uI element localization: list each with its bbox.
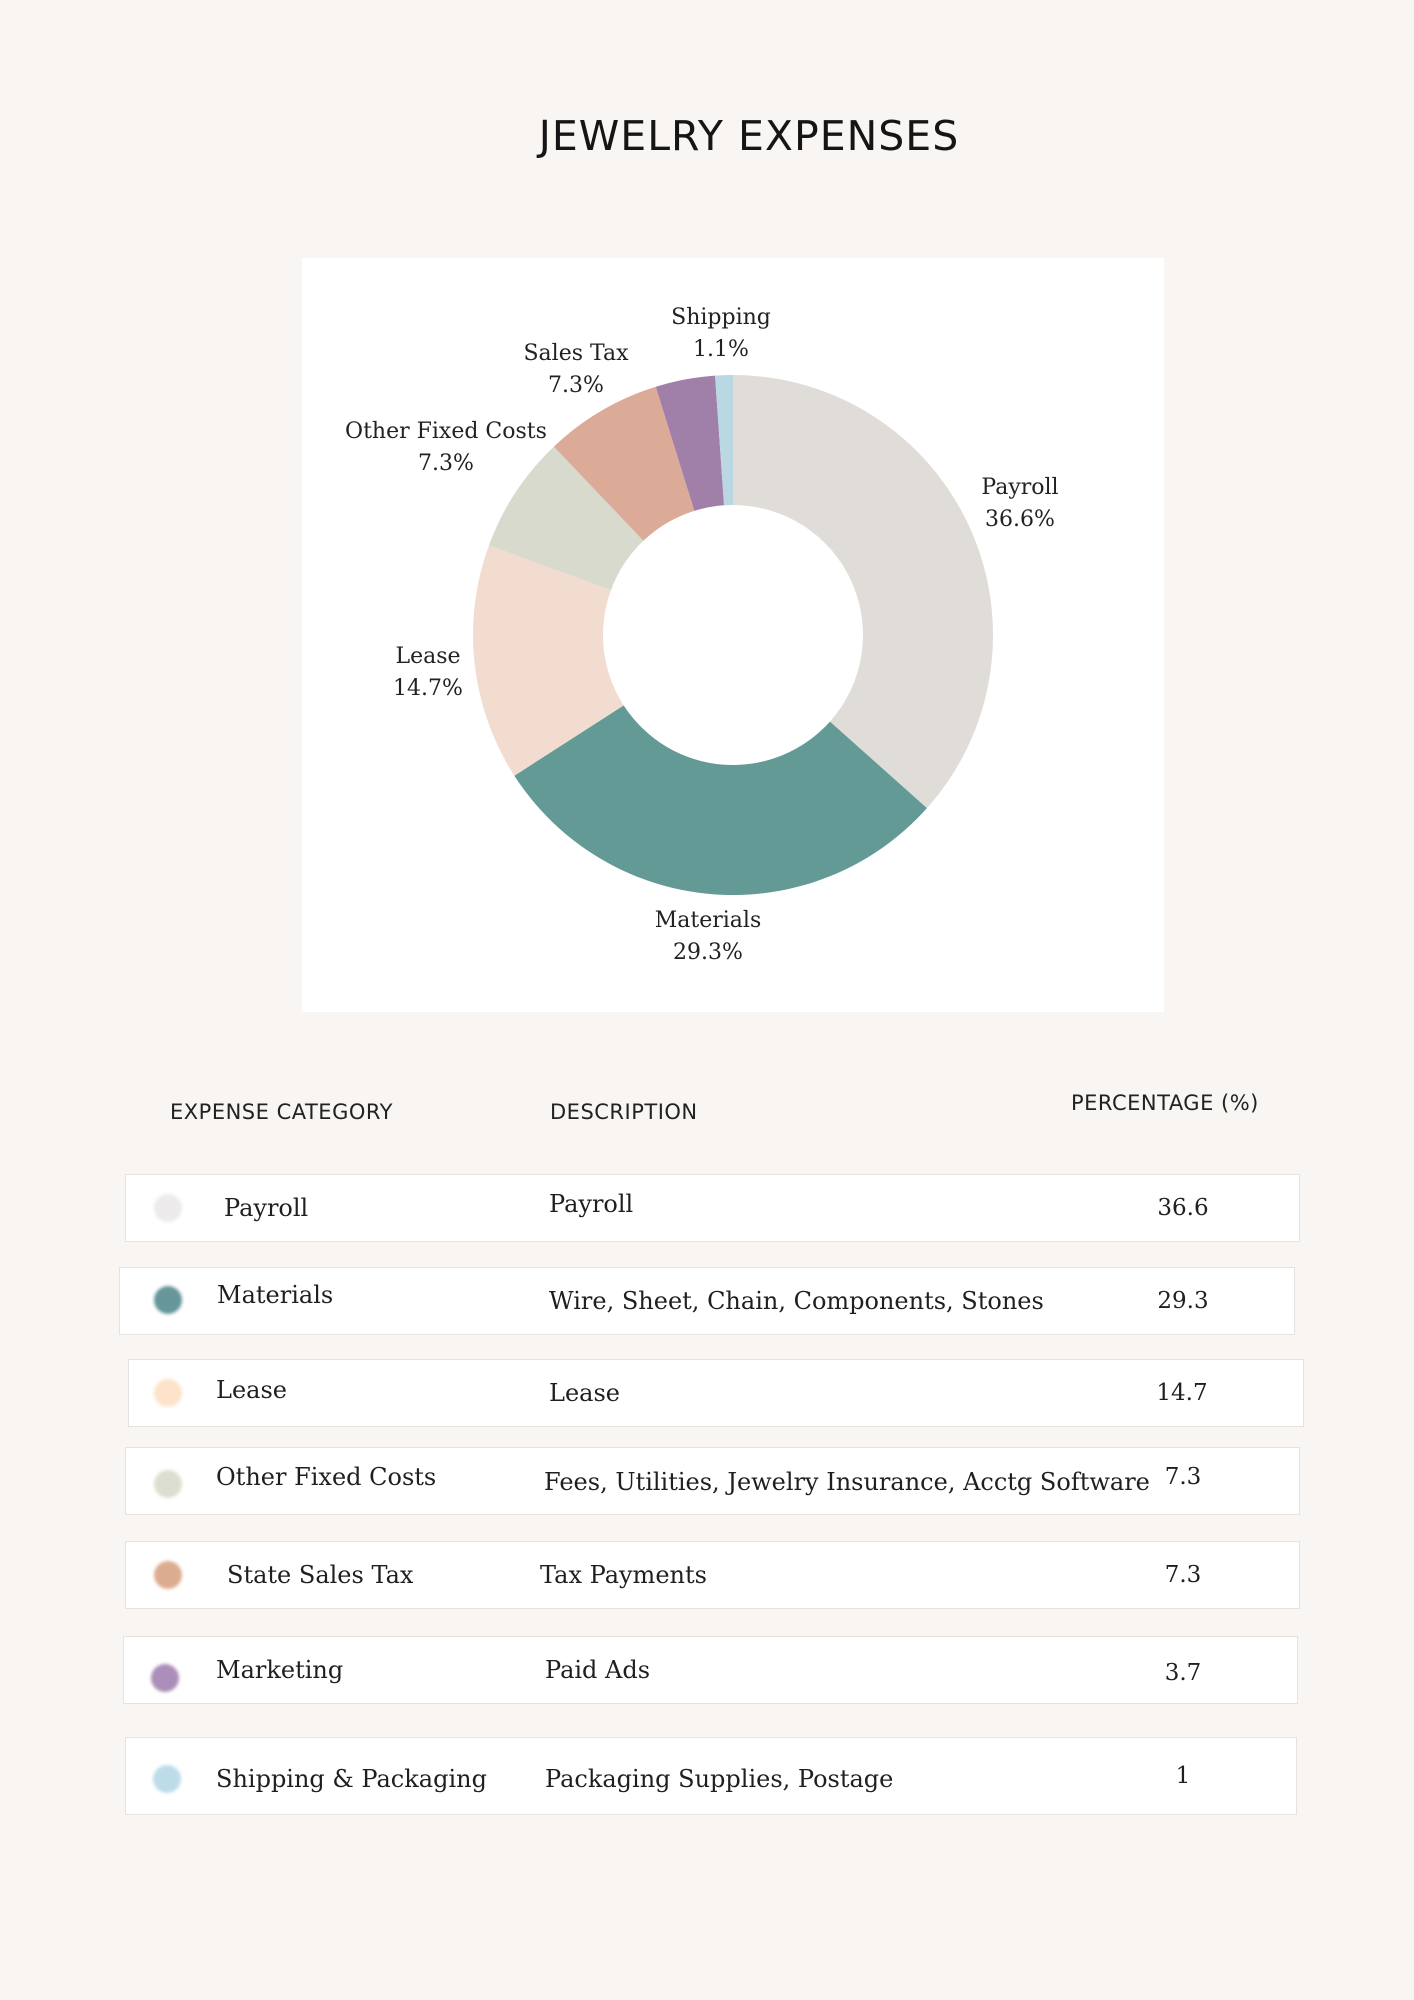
row-description: Wire, Sheet, Chain, Components, Stones — [549, 1287, 1044, 1315]
color-swatch — [154, 1194, 182, 1222]
slice-label: Payroll — [981, 475, 1058, 500]
page-title: JEWELRY EXPENSES — [538, 112, 960, 160]
row-description: Packaging Supplies, Postage — [545, 1765, 894, 1793]
row-percentage: 7.3 — [1164, 1464, 1202, 1490]
row-percentage: 1 — [1175, 1763, 1191, 1789]
slice-label: Other Fixed Costs — [345, 419, 547, 444]
color-swatch — [154, 1561, 182, 1589]
header-description: DESCRIPTION — [550, 1100, 698, 1124]
row-category: Materials — [217, 1281, 334, 1309]
row-category: State Sales Tax — [227, 1561, 414, 1589]
table-row: Materials Wire, Sheet, Chain, Components… — [119, 1267, 1295, 1335]
row-percentage: 7.3 — [1164, 1562, 1202, 1588]
header-percentage: PERCENTAGE (%) — [1071, 1091, 1259, 1115]
slice-value-label: 1.1% — [693, 337, 749, 362]
row-category: Other Fixed Costs — [216, 1463, 437, 1491]
slice-label: Materials — [655, 908, 762, 933]
donut-slice — [733, 375, 993, 809]
table-row: Other Fixed Costs Fees, Utilities, Jewel… — [125, 1447, 1300, 1515]
row-description: Lease — [549, 1379, 620, 1407]
slice-label: Sales Tax — [523, 341, 629, 366]
color-swatch — [153, 1765, 181, 1793]
donut-slice — [473, 545, 624, 776]
table-row: State Sales Tax Tax Payments 7.3 — [125, 1541, 1300, 1609]
slice-value-label: 29.3% — [673, 940, 743, 965]
row-description: Payroll — [549, 1190, 634, 1218]
table-row: Payroll Payroll 36.6 — [125, 1174, 1300, 1242]
row-category: Payroll — [224, 1194, 309, 1222]
row-category: Shipping & Packaging — [216, 1765, 487, 1793]
table-row: Lease Lease 14.7 — [128, 1359, 1304, 1427]
color-swatch — [154, 1379, 182, 1407]
header-expense-category: EXPENSE CATEGORY — [170, 1100, 393, 1124]
slice-value-label: 14.7% — [393, 676, 463, 701]
row-category: Lease — [216, 1376, 287, 1404]
row-percentage: 29.3 — [1157, 1288, 1209, 1314]
slice-value-label: 7.3% — [548, 373, 604, 398]
donut-slice — [488, 446, 644, 591]
row-description: Fees, Utilities, Jewelry Insurance, Acct… — [544, 1468, 1150, 1496]
donut-chart: Payroll 36.6% Materials 29.3% Lease 14.7% Othe… — [345, 305, 1059, 965]
slice-label: Lease — [395, 644, 460, 669]
row-percentage: 3.7 — [1164, 1660, 1202, 1686]
donut-slice — [655, 375, 725, 511]
row-percentage: 14.7 — [1156, 1380, 1208, 1406]
table-row: Shipping & Packaging Packaging Supplies,… — [125, 1737, 1297, 1815]
color-swatch — [151, 1664, 179, 1692]
color-swatch — [154, 1470, 182, 1498]
slice-value-label: 7.3% — [418, 451, 474, 476]
row-percentage: 36.6 — [1157, 1195, 1209, 1221]
row-description: Tax Payments — [540, 1561, 707, 1589]
row-category: Marketing — [216, 1656, 344, 1684]
donut-slice — [514, 705, 927, 895]
table-row: Marketing Paid Ads 3.7 — [123, 1636, 1298, 1704]
color-swatch — [154, 1286, 182, 1314]
slice-label: Shipping — [671, 305, 771, 330]
donut-chart-panel: Payroll 36.6% Materials 29.3% Lease 14.7% Othe… — [302, 258, 1164, 1012]
donut-slice — [715, 375, 733, 506]
slice-value-label: 36.6% — [985, 507, 1055, 532]
row-description: Paid Ads — [545, 1656, 651, 1684]
donut-slice — [553, 386, 695, 541]
